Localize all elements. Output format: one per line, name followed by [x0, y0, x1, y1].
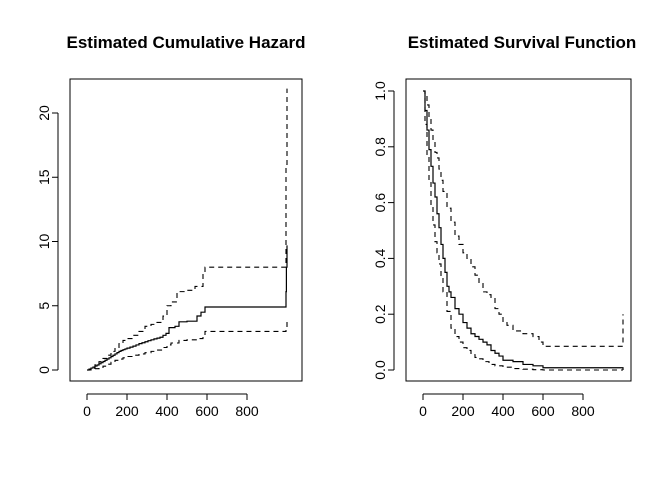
survival-y-tick-label: 0.0	[372, 360, 388, 380]
hazard-x-tick-label: 200	[115, 403, 139, 419]
survival-function-plot-frame	[405, 78, 632, 382]
hazard-upper-ci-line	[87, 88, 288, 371]
survival-function-panel: Estimated Survival Function 0 200 400 600 80…	[372, 33, 636, 419]
cumulative-hazard-panel: Estimated Cumulative Hazard 0 200 400 600 80…	[36, 33, 306, 419]
survival-upper-ci-line	[423, 90, 624, 347]
survival-x-tick-label: 0	[419, 403, 427, 419]
hazard-estimate-line	[87, 245, 288, 371]
hazard-y-tick-label: 20	[36, 105, 52, 121]
survival-x-tick-label: 800	[571, 403, 595, 419]
survival-x-tick-label: 400	[491, 403, 515, 419]
survival-function-series-group	[423, 90, 624, 371]
survival-y-tick-label: 0.8	[372, 137, 388, 157]
survival-y-tick-label: 0.6	[372, 193, 388, 213]
hazard-x-tick-label: 0	[83, 403, 91, 419]
survival-function-title: Estimated Survival Function	[408, 33, 637, 52]
survival-x-tick-label: 200	[451, 403, 475, 419]
hazard-x-tick-label: 800	[235, 403, 259, 419]
hazard-y-tick-label: 15	[36, 169, 52, 185]
cumulative-hazard-title: Estimated Cumulative Hazard	[66, 33, 305, 52]
hazard-y-tick-label: 0	[36, 366, 52, 374]
hazard-x-tick-label: 400	[155, 403, 179, 419]
hazard-y-tick-label: 10	[36, 234, 52, 250]
survival-y-tick-label: 1.0	[372, 81, 388, 101]
survival-y-tick-label: 0.2	[372, 304, 388, 324]
cumulative-hazard-x-axis: 0 200 400 600 800	[83, 393, 259, 419]
survival-function-x-axis: 0 200 400 600 800	[419, 393, 595, 419]
survival-estimate-line	[423, 90, 624, 370]
hazard-y-tick-label: 5	[36, 302, 52, 310]
cumulative-hazard-series-group	[87, 88, 288, 371]
survival-y-tick-label: 0.4	[372, 248, 388, 268]
cumulative-hazard-y-axis: 0 5 10 15 20	[36, 105, 59, 374]
survival-function-y-axis: 0.0 0.2 0.4 0.6 0.8 1.0	[372, 81, 395, 380]
hazard-x-tick-label: 600	[195, 403, 219, 419]
survival-lower-ci-line	[423, 90, 623, 371]
cumulative-hazard-plot-frame	[69, 78, 303, 382]
survival-x-tick-label: 600	[531, 403, 555, 419]
hazard-lower-ci-line	[87, 318, 288, 371]
